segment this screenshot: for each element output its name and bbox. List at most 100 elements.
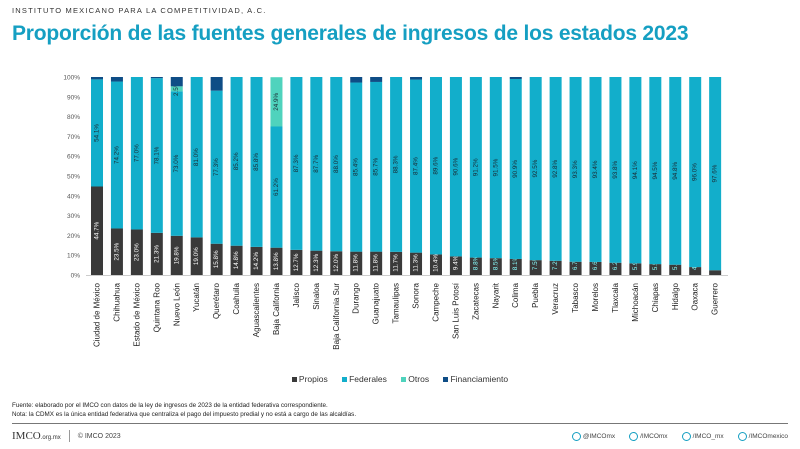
data-label-propios: 12.3% bbox=[313, 253, 320, 271]
x-tick-label: Nayarit bbox=[491, 282, 500, 308]
legend-item-financiamiento: Financiamiento bbox=[443, 374, 508, 384]
bar-propios bbox=[290, 249, 303, 275]
data-label-propios: 15.8% bbox=[213, 250, 220, 268]
legend-swatch bbox=[342, 377, 348, 383]
y-tick-label: 10% bbox=[67, 253, 80, 260]
data-label-federales: 61.2% bbox=[273, 178, 280, 196]
social-label: @IMCOmx bbox=[582, 433, 616, 441]
data-label-federales: 94.5% bbox=[652, 161, 659, 179]
bar-propios bbox=[270, 247, 283, 275]
social-youtube[interactable]: /IMCOmexico bbox=[737, 432, 788, 441]
bar-federales bbox=[350, 82, 363, 252]
bar-propios bbox=[330, 251, 343, 275]
x-tick-label: Estado de México bbox=[132, 282, 141, 346]
bar-propios bbox=[709, 270, 722, 275]
bar-propios bbox=[91, 186, 103, 275]
data-label-propios: 23.5% bbox=[113, 242, 120, 260]
bar-federales bbox=[91, 79, 103, 187]
bar-financiamiento bbox=[110, 77, 123, 82]
bar-propios bbox=[310, 250, 323, 275]
bar-federales bbox=[609, 77, 622, 263]
x-tick-label: Quintana Roo bbox=[152, 282, 161, 332]
social-instagram[interactable]: /IMCO_mx bbox=[681, 432, 724, 441]
x-tick-label: Jalisco bbox=[292, 282, 301, 307]
data-label-federales: 87.3% bbox=[293, 154, 300, 172]
bar-financiamiento bbox=[91, 77, 103, 80]
data-label-federales: 81.0% bbox=[193, 148, 200, 166]
y-tick-label: 80% bbox=[67, 114, 80, 121]
bar-federales bbox=[569, 77, 582, 262]
footer-divider bbox=[12, 423, 788, 424]
cdmx-note: Nota: la CDMX es la única entidad federa… bbox=[12, 411, 357, 418]
data-label-propios: 11.8% bbox=[353, 254, 360, 272]
bar-propios bbox=[210, 243, 223, 275]
bar-propios bbox=[150, 232, 163, 275]
x-tick-label: Sonora bbox=[412, 282, 421, 308]
data-label-propios: 21.3% bbox=[153, 245, 160, 263]
social-label: /IMCOmexico bbox=[748, 433, 788, 441]
bar-federales bbox=[170, 91, 183, 236]
social-twitter[interactable]: @IMCOmx bbox=[571, 432, 616, 441]
data-label-federales: 92.8% bbox=[552, 160, 559, 178]
x-tick-label: Chiapas bbox=[651, 283, 660, 312]
data-label-propios: 19.8% bbox=[173, 246, 180, 264]
copyright: © IMCO 2023 bbox=[77, 432, 121, 440]
data-label-federales: 85.4% bbox=[353, 158, 360, 176]
legend-item-federales: Federales bbox=[342, 374, 387, 384]
bar-federales bbox=[709, 77, 722, 271]
data-label-federales: 73.0% bbox=[173, 154, 180, 172]
bar-federales bbox=[230, 77, 243, 246]
data-label-propios: 9.4% bbox=[452, 255, 459, 270]
x-tick-label: Zacatecas bbox=[471, 283, 480, 320]
bar-propios bbox=[549, 260, 562, 275]
x-tick-label: Morelos bbox=[591, 283, 600, 311]
x-tick-label: Hidalgo bbox=[671, 282, 680, 310]
bar-financiamiento bbox=[509, 77, 522, 79]
data-label-federales: 88.3% bbox=[393, 155, 400, 173]
bar-federales bbox=[190, 77, 203, 238]
organization-name: INSTITUTO MEXICANO PARA LA COMPETITIVIDA… bbox=[12, 6, 267, 15]
legend-item-otros: Otros bbox=[401, 374, 429, 384]
bar-propios bbox=[689, 267, 702, 275]
data-label-federales: 85.7% bbox=[373, 157, 380, 175]
legend-swatch bbox=[401, 377, 407, 383]
x-tick-label: San Luis Potosí bbox=[451, 282, 460, 339]
x-tick-label: Baja California bbox=[272, 282, 281, 335]
imco-logo[interactable]: IMCO.org.mx bbox=[12, 430, 61, 442]
instagram-icon bbox=[681, 432, 691, 441]
data-label-propios: 6.7% bbox=[572, 255, 579, 270]
bar-propios bbox=[429, 254, 442, 275]
bar-propios bbox=[110, 228, 123, 275]
bar-propios bbox=[509, 258, 522, 275]
data-label-propios: 19.0% bbox=[193, 247, 200, 265]
bar-federales bbox=[250, 77, 263, 247]
data-label-propios: 11.8% bbox=[373, 254, 380, 272]
bar-federales bbox=[549, 77, 562, 261]
bar-propios bbox=[489, 258, 502, 275]
bar-financiamiento bbox=[370, 77, 383, 82]
bar-propios bbox=[190, 237, 203, 275]
social-label: /IMCO_mx bbox=[692, 433, 724, 441]
data-label-federales: 78.1% bbox=[153, 146, 160, 164]
bar-federales bbox=[669, 77, 682, 265]
data-label-propios: 6.2% bbox=[612, 255, 619, 270]
legend-item-propios: Propios bbox=[291, 374, 328, 384]
stacked-bar-chart: 0% 10% 20% 30% 40% 50% 60% 70% 80% 90% 100% 44.7% 54… bbox=[63, 75, 728, 350]
data-label-federales: 85.8% bbox=[253, 153, 260, 171]
bar-financiamiento bbox=[210, 77, 223, 91]
x-tick-label: Yucatán bbox=[192, 283, 201, 312]
bar-federales bbox=[210, 90, 223, 244]
x-tick-label: Puebla bbox=[531, 282, 540, 307]
bar-federales bbox=[290, 77, 303, 250]
data-label-propios: 14.8% bbox=[233, 251, 240, 269]
bar-propios bbox=[250, 246, 263, 275]
y-tick-label: 40% bbox=[67, 193, 80, 200]
data-label-federales: 87.7% bbox=[313, 154, 320, 172]
data-label-federales: 88.0% bbox=[333, 155, 340, 173]
x-tick-label: Ciudad de México bbox=[93, 282, 102, 347]
social-label: /IMCOmx bbox=[640, 433, 668, 441]
logo-domain: .org.mx bbox=[40, 435, 61, 441]
data-label-propios: 7.2% bbox=[552, 255, 559, 270]
data-label-federales: 87.4% bbox=[413, 157, 420, 175]
social-facebook[interactable]: /IMCOmx bbox=[629, 432, 668, 441]
